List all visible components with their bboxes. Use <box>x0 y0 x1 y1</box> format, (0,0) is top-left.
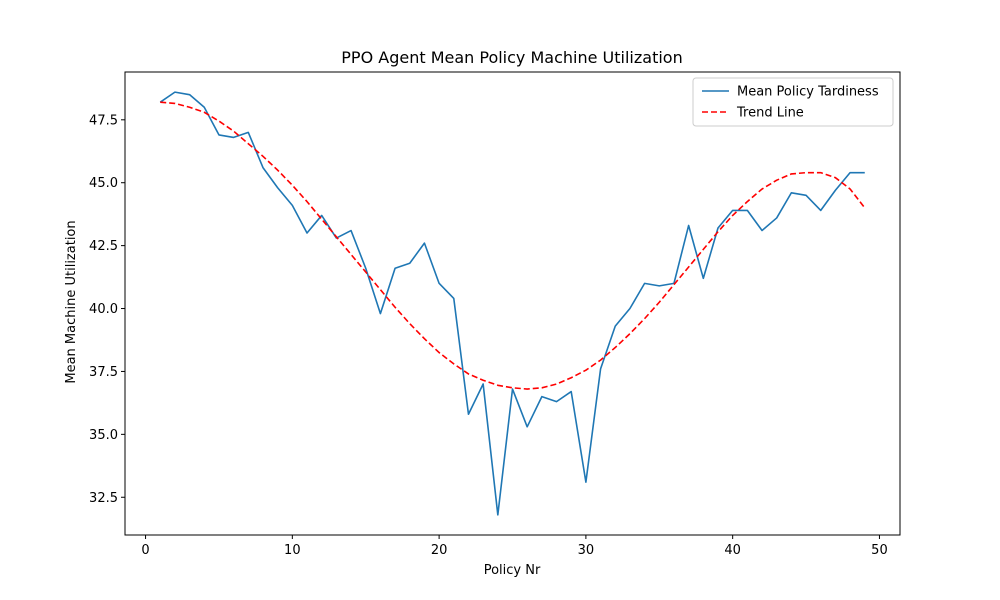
plot-frame <box>124 71 901 536</box>
series-line-tardiness <box>159 91 865 516</box>
y-tick-label: 37.5 <box>89 365 118 380</box>
series-layer <box>159 91 866 516</box>
legend-label: Mean Policy Tardiness <box>737 85 879 100</box>
y-axis: 32.5 35.0 37.5 40.0 42.5 45.0 47.5 <box>89 113 125 506</box>
y-axis-label: Mean Machine Utilization <box>64 220 79 383</box>
y-tick-label: 35.0 <box>89 428 118 443</box>
x-tick-label: 40 <box>724 543 741 558</box>
x-tick-label: 30 <box>578 543 595 558</box>
legend: Mean Policy Tardiness Trend Line <box>692 77 894 127</box>
plot-area <box>124 71 901 536</box>
x-tick-label: 50 <box>871 543 888 558</box>
y-tick-label: 32.5 <box>89 491 118 506</box>
chart-title: PPO Agent Mean Policy Machine Utilizatio… <box>341 48 682 67</box>
x-axis: 0 10 20 30 40 50 <box>141 535 888 558</box>
y-tick-label: 40.0 <box>89 302 118 317</box>
x-axis-label: Policy Nr <box>484 563 541 578</box>
x-tick-label: 0 <box>141 543 149 558</box>
y-tick-label: 45.0 <box>89 176 118 191</box>
x-tick-label: 10 <box>284 543 301 558</box>
legend-label: Trend Line <box>736 106 804 121</box>
y-tick-label: 42.5 <box>89 239 118 254</box>
legend-box <box>692 77 894 127</box>
y-tick-label: 47.5 <box>89 113 118 128</box>
series-line-trend <box>160 101 866 390</box>
x-tick-label: 20 <box>431 543 448 558</box>
